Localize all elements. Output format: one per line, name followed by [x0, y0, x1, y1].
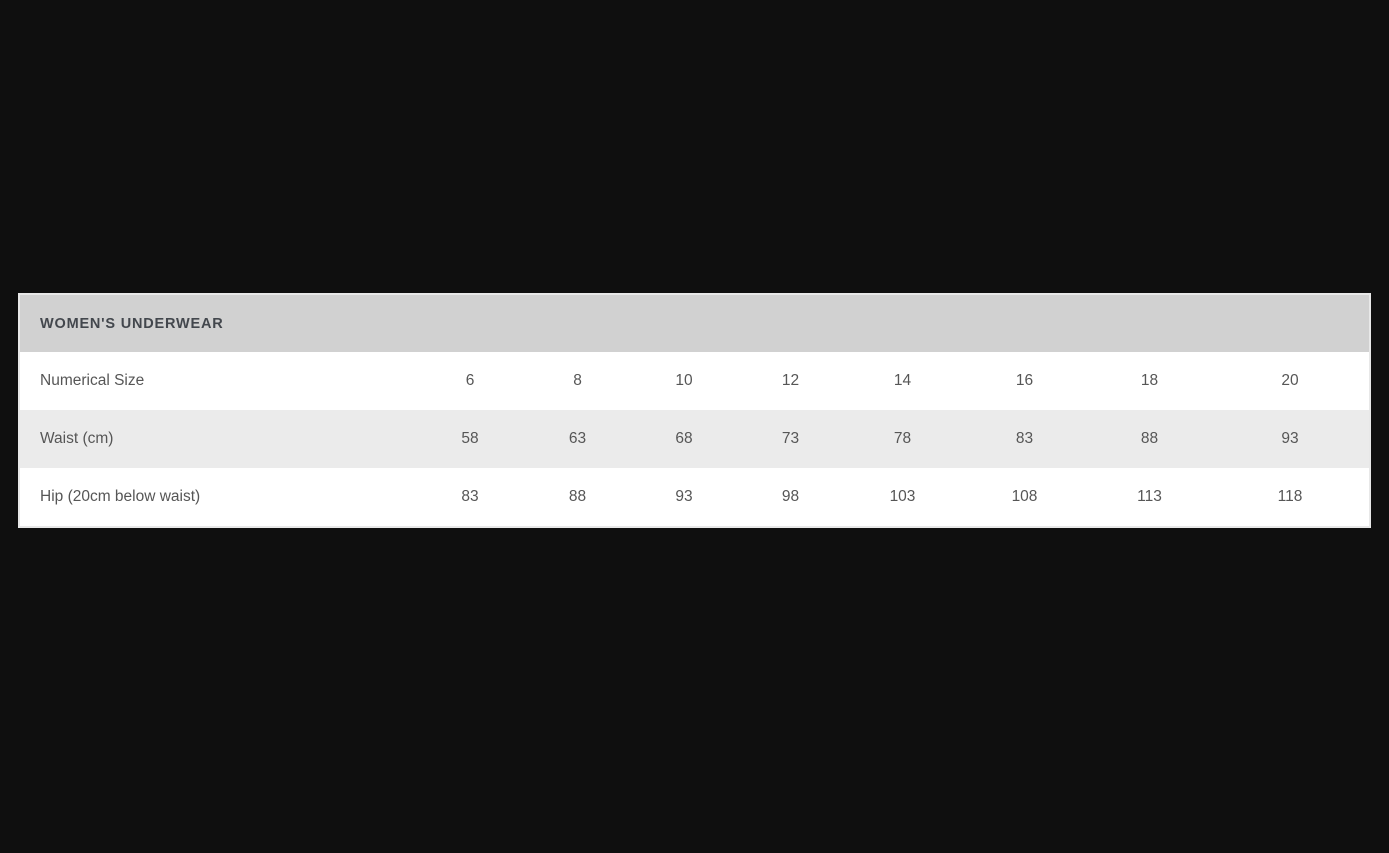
size-chart-title: WOMEN'S UNDERWEAR: [20, 295, 1370, 352]
waist-value: 68: [631, 410, 737, 468]
waist-value: 88: [1088, 410, 1211, 468]
table-header-row: WOMEN'S UNDERWEAR: [20, 295, 1370, 352]
waist-value: 63: [524, 410, 631, 468]
size-chart-table: WOMEN'S UNDERWEAR Numerical Size 6 8 10 …: [18, 293, 1372, 528]
table-row-numerical-size: Numerical Size 6 8 10 12 14 16 18 20: [20, 352, 1369, 410]
size-value: 8: [573, 372, 582, 389]
row-label: Numerical Size: [40, 372, 145, 389]
size-value: 6: [465, 372, 475, 389]
size-value: 12: [781, 372, 800, 389]
hip-value: 93: [675, 488, 693, 505]
size-value: 10: [675, 372, 693, 389]
row-label: Hip (20cm below waist): [40, 488, 201, 505]
hip-value: 88: [568, 488, 587, 505]
hip-value: 98: [781, 488, 800, 505]
size-chart-container: WOMEN'S UNDERWEAR Numerical Size 6 8 10 …: [18, 293, 1372, 528]
waist-value: 73: [737, 410, 844, 468]
hip-value: 108: [1011, 488, 1038, 505]
waist-value: 78: [844, 410, 961, 468]
table-row-waist: Waist (cm) 58 63 68 73 78 83 88 93: [20, 410, 1370, 468]
hip-value: 113: [1137, 488, 1162, 505]
size-value: 18: [1140, 372, 1159, 389]
waist-value: 93: [1211, 410, 1370, 468]
row-label: Waist (cm): [20, 410, 416, 468]
waist-value: 58: [416, 410, 524, 468]
table-row-hip: Hip (20cm below waist) 83 88 93 98 103 1…: [20, 468, 1369, 526]
size-value: 14: [893, 372, 912, 389]
hip-value: 103: [889, 488, 916, 505]
size-value: 16: [1015, 372, 1034, 389]
hip-value: 83: [461, 488, 479, 505]
size-value: 20: [1281, 372, 1299, 389]
hip-value: 118: [1277, 488, 1303, 505]
waist-value: 83: [961, 410, 1088, 468]
